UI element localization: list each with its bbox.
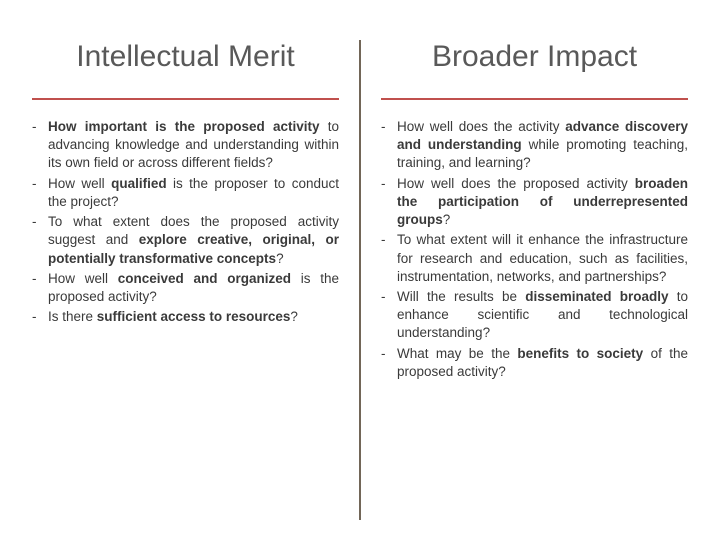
bullet-icon: - [32,213,48,268]
left-column: Intellectual Merit -How important is the… [32,40,361,520]
slide: Intellectual Merit -How important is the… [0,0,720,540]
left-heading: Intellectual Merit [32,40,339,100]
list-item-text: Will the results be disseminated broadly… [397,288,688,343]
list-item: -Is there sufficient access to resources… [32,308,339,326]
bullet-icon: - [381,345,397,381]
bullet-icon: - [32,308,48,326]
list-item-text: How well does the proposed activity broa… [397,175,688,230]
list-item: -How well does the activity advance disc… [381,118,688,173]
list-item: -What may be the benefits to society of … [381,345,688,381]
right-heading: Broader Impact [381,40,688,100]
bullet-icon: - [32,270,48,306]
list-item: -To what extent does the proposed activi… [32,213,339,268]
bullet-icon: - [32,175,48,211]
list-item: -How well qualified is the proposer to c… [32,175,339,211]
list-item-text: How well conceived and organized is the … [48,270,339,306]
list-item: -To what extent will it enhance the infr… [381,231,688,286]
list-item-text: Is there sufficient access to resources? [48,308,339,326]
list-item: -Will the results be disseminated broadl… [381,288,688,343]
list-item: -How well does the proposed activity bro… [381,175,688,230]
list-item-text: To what extent does the proposed activit… [48,213,339,268]
list-item-text: How well qualified is the proposer to co… [48,175,339,211]
list-item-text: To what extent will it enhance the infra… [397,231,688,286]
right-column: Broader Impact -How well does the activi… [361,40,688,520]
bullet-icon: - [381,118,397,173]
bullet-icon: - [32,118,48,173]
right-list: -How well does the activity advance disc… [381,118,688,383]
list-item-text: What may be the benefits to society of t… [397,345,688,381]
bullet-icon: - [381,288,397,343]
bullet-icon: - [381,175,397,230]
left-list: -How important is the proposed activity … [32,118,339,328]
bullet-icon: - [381,231,397,286]
list-item-text: How important is the proposed activity t… [48,118,339,173]
list-item-text: How well does the activity advance disco… [397,118,688,173]
list-item: -How well conceived and organized is the… [32,270,339,306]
list-item: -How important is the proposed activity … [32,118,339,173]
